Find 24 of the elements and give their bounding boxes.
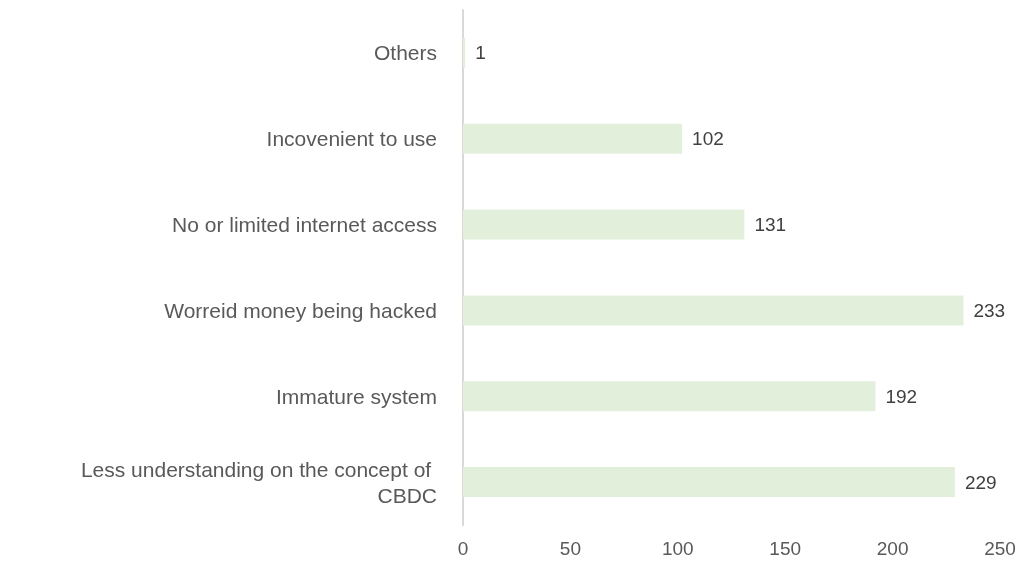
x-tick-label: 150: [769, 538, 802, 559]
data-label: 229: [964, 471, 997, 493]
y-tick-label: Others: [373, 41, 437, 65]
y-tick-label: No or limited internet access: [172, 213, 437, 237]
x-tick-label: 200: [876, 538, 909, 559]
x-tick-label: 100: [661, 538, 694, 559]
bar: [463, 381, 876, 412]
y-tick-label: Worreid money being hacked: [164, 298, 437, 322]
x-tick-label: 50: [559, 538, 581, 559]
data-label: 1: [475, 42, 486, 64]
x-tick-label: 0: [457, 538, 469, 559]
y-tick-label: Incovenient to use: [266, 127, 437, 151]
data-label: 233: [973, 299, 1006, 321]
bar: [463, 467, 955, 498]
y-tick-label: Less understanding on the concept of CBDC: [80, 457, 437, 507]
x-tick-label: 250: [984, 538, 1016, 559]
bar: [463, 123, 683, 154]
data-label: 131: [754, 214, 787, 236]
data-label: 102: [692, 128, 724, 150]
bar: [463, 209, 745, 240]
y-tick-label: Immature system: [275, 384, 437, 408]
bar: [463, 295, 964, 326]
bar: [463, 37, 466, 68]
data-label: 192: [885, 385, 918, 407]
